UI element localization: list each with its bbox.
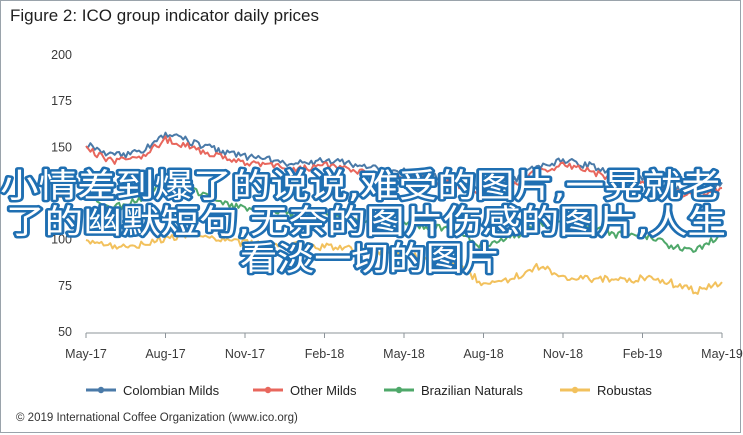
legend-label: Colombian Milds	[123, 383, 220, 398]
legend: Colombian Milds Other Milds Brazilian Natu…	[86, 383, 652, 398]
x-tick-label: May-19	[701, 347, 743, 361]
x-axis: May-17 Aug-17 Nov-17 Feb-18 May-18 Aug-18 Nov-…	[65, 332, 743, 361]
legend-label: Robustas	[597, 383, 652, 398]
x-tick-label: May-18	[383, 347, 425, 361]
legend-marker	[571, 386, 579, 394]
y-tick-label: 150	[51, 140, 72, 154]
series-lines	[85, 131, 723, 295]
x-tick-label: May-17	[65, 347, 107, 361]
x-tick-label: Aug-17	[145, 347, 185, 361]
overlay-caption-line: 小情差到爆了的说说,难受的图片,一晃就老	[0, 166, 720, 205]
y-tick-label: 200	[51, 48, 72, 62]
legend-label: Brazilian Naturals	[421, 383, 523, 398]
series-line-robustas	[85, 230, 723, 295]
overlay-caption: 小情差到爆了的说说,难受的图片,一晃就老了的幽默短句,无奈的图片伤感的图片,人生…	[0, 164, 729, 281]
y-axis: 50 75 100 125 150 175 200	[51, 48, 72, 339]
y-tick-label: 50	[58, 325, 72, 339]
legend-label: Other Milds	[290, 383, 357, 398]
chart-title: Figure 2: ICO group indicator daily pric…	[10, 6, 319, 25]
y-tick-label: 100	[51, 233, 72, 247]
overlay-caption-line: 了的幽默短句,无奈的图片伤感的图片,人生	[6, 202, 726, 241]
x-tick-label: Feb-18	[305, 347, 345, 361]
x-tick-label: Nov-18	[543, 347, 583, 361]
series-line-brazilian-naturals	[85, 177, 723, 253]
series-line-other-milds	[85, 135, 723, 200]
legend-marker	[395, 386, 403, 394]
x-tick-label: Feb-19	[623, 347, 663, 361]
legend-marker	[97, 386, 105, 394]
x-tick-label: Aug-18	[463, 347, 503, 361]
overlay-caption-line: 看淡一切的图片	[240, 239, 500, 278]
x-tick-label: Nov-17	[225, 347, 265, 361]
y-tick-label: 125	[51, 187, 72, 201]
y-tick-label: 75	[58, 279, 72, 293]
y-tick-label: 175	[51, 94, 72, 108]
legend-marker	[264, 386, 272, 394]
copyright-note: © 2019 International Coffee Organization…	[16, 412, 298, 424]
